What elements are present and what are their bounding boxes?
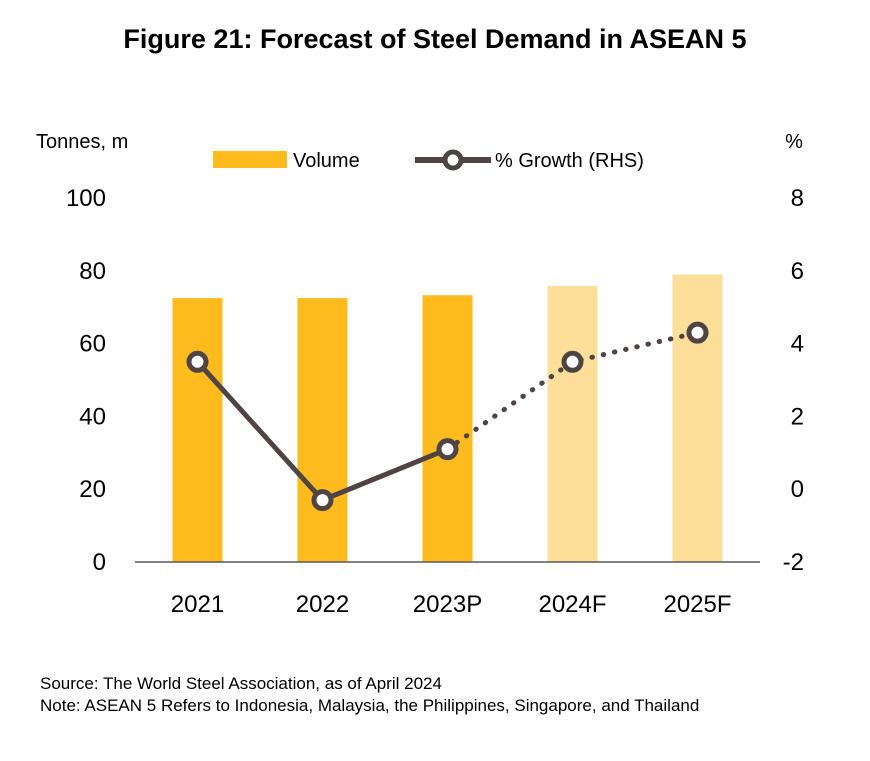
y2-tick-label: 6: [791, 258, 804, 285]
y2-tick-label: 8: [791, 185, 804, 212]
bar-2023p: [422, 295, 473, 562]
definition-note: Note: ASEAN 5 Refers to Indonesia, Malay…: [40, 696, 700, 715]
x-tick-label: 2024F: [538, 591, 606, 618]
growth-point-2023p: [436, 438, 459, 461]
x-tick-label: 2021: [171, 591, 224, 618]
source-note: Source: The World Steel Association, as …: [40, 674, 442, 693]
y-tick-label: 60: [79, 331, 106, 358]
y2-axis-ticks: -2 0 2 4 6 8: [783, 185, 804, 576]
legend-label-volume: Volume: [293, 150, 360, 172]
x-tick-label: 2025F: [663, 591, 731, 618]
y-tick-label: 100: [66, 185, 106, 212]
y2-tick-label: 2: [791, 403, 804, 430]
chart-title: Figure 21: Forecast of Steel Demand in A…: [123, 24, 747, 54]
y2-tick-label: -2: [783, 549, 804, 576]
y2-tick-label: 0: [791, 476, 804, 503]
legend-label-growth: % Growth (RHS): [495, 150, 644, 172]
growth-point-2021: [186, 350, 209, 373]
y-axis-label: Tonnes, m: [36, 131, 128, 153]
bar-2024f: [547, 286, 598, 562]
y-tick-label: 0: [93, 549, 106, 576]
footnotes: Source: The World Steel Association, as …: [40, 673, 699, 717]
y-tick-label: 40: [79, 403, 106, 430]
volume-bars: [172, 274, 723, 562]
growth-point-2024f: [561, 350, 584, 373]
bar-2022: [297, 298, 348, 562]
bar-2021: [172, 298, 223, 562]
chart-area: Tonnes, m % Volume % Growth (RHS) 020406…: [36, 131, 804, 618]
y2-tick-label: 4: [791, 331, 804, 358]
y2-axis-label: %: [785, 131, 803, 153]
growth-point-2022: [311, 489, 334, 512]
y-axis-ticks: 0 20 40 60 80 100: [66, 185, 106, 576]
x-tick-label: 2022: [296, 591, 349, 618]
legend-swatch-growth-marker: [442, 149, 464, 171]
legend-swatch-volume: [213, 151, 287, 168]
growth-series: [186, 321, 709, 512]
x-axis-labels: 2021 2022 2023P 2024F 2025F: [171, 591, 732, 618]
legend: Volume % Growth (RHS): [213, 149, 644, 172]
bar-2025f: [672, 274, 723, 562]
y-tick-label: 80: [79, 258, 106, 285]
y-tick-label: 20: [79, 476, 106, 503]
x-tick-label: 2023P: [413, 591, 482, 618]
growth-point-2025f: [686, 321, 709, 344]
